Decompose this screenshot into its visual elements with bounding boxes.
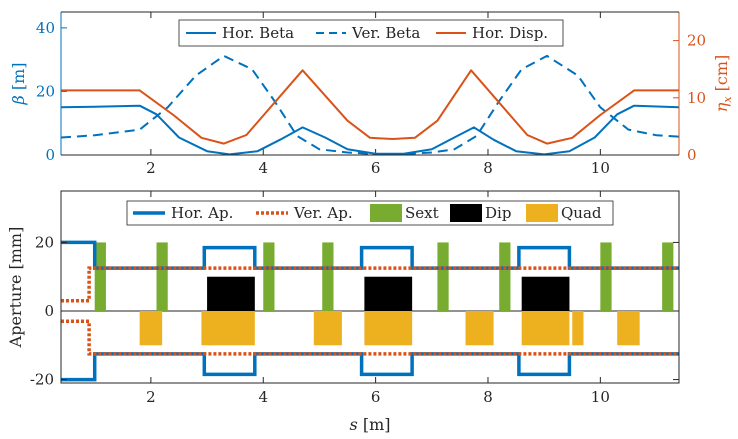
y-tick-label: 0 [44, 302, 54, 320]
top-panel: 2 4 6 8 10 0 20 40 0 10 20 β [m] ηx [cm] Hor. Beta Ver… [9, 11, 734, 177]
x-tick-label: 2 [146, 388, 156, 406]
legend-label: Hor. Ap. [171, 204, 233, 222]
x-tick-label: 8 [483, 159, 493, 177]
y-tick-label: 20 [35, 233, 54, 251]
series-group [61, 54, 679, 155]
ver-ap-line-lower [61, 319, 679, 356]
y-right-tick-label: 10 [687, 89, 706, 107]
sext-mark [94, 242, 106, 311]
quad-mark [313, 311, 342, 346]
quad-mark [139, 311, 163, 346]
series-hor-disp [61, 69, 679, 145]
dip-mark [207, 276, 255, 311]
sext-mark [499, 242, 511, 311]
y-right-tick-label: 20 [687, 32, 706, 50]
y-left-axis-label: β [m] [9, 63, 28, 106]
sext-mark [437, 242, 449, 311]
y-left-tick-label: 20 [36, 82, 55, 100]
dip-mark [521, 276, 570, 311]
legend: Hor. Ap. Ver. Ap. Sext Dip Quad [126, 200, 614, 226]
plot-area [61, 240, 679, 382]
quad-mark [521, 311, 570, 346]
legend-swatch [450, 204, 482, 222]
sext-mark [322, 242, 334, 311]
ver-ap-line-upper [61, 266, 679, 303]
quad-mark [572, 311, 584, 346]
x-tick-label: 6 [371, 388, 381, 406]
y-left-tick-label: 0 [45, 146, 55, 164]
y-right-axis-label: ηx [cm] [712, 55, 734, 113]
series-hor-beta [61, 104, 679, 155]
legend-label: Hor. Beta [222, 24, 294, 42]
sext-mark [662, 242, 674, 311]
x-axis-label: s [m] [350, 415, 391, 434]
y-left-tick-label: 40 [36, 19, 55, 37]
legend-label: Ver. Beta [351, 24, 420, 42]
y-axis-label: Aperture [mm] [6, 227, 25, 349]
quad-mark [364, 311, 413, 346]
x-tick-label: 2 [146, 159, 156, 177]
legend-swatch [370, 204, 402, 222]
sext-mark [156, 242, 168, 311]
hor-ap-line-upper [61, 240, 679, 270]
legend-label: Quad [561, 204, 602, 222]
dip-mark [364, 276, 413, 311]
x-tick-label: 10 [591, 388, 610, 406]
series-ver-beta [61, 54, 679, 155]
legend-box [178, 19, 564, 47]
x-tick-label: 8 [483, 388, 493, 406]
quad-mark [207, 311, 255, 346]
y-tick-label: -20 [30, 371, 54, 389]
legend-label: Ver. Ap. [293, 204, 353, 222]
x-tick-label: 4 [258, 388, 268, 406]
hor-ap-line-lower [61, 352, 679, 382]
x-tick-label: 10 [591, 159, 610, 177]
quad-mark [617, 311, 640, 346]
x-tick-label: 6 [371, 159, 381, 177]
sext-mark [600, 242, 612, 311]
legend-label: Hor. Disp. [472, 24, 548, 42]
x-tick-label: 4 [258, 159, 268, 177]
axes-box [60, 190, 680, 384]
quad-mark [465, 311, 494, 346]
legend-label: Dip [485, 204, 511, 222]
legend-label: Sext [405, 204, 439, 222]
legend-swatch [526, 204, 558, 222]
y-right-tick-label: 0 [687, 146, 697, 164]
bottom-panel: 2 4 6 8 10 -20 0 20 s [m] Aperture [mm] Hor. Ap. Ve… [6, 190, 680, 434]
legend: Hor. Beta Ver. Beta Hor. Disp. [178, 19, 564, 47]
sext-mark [263, 242, 275, 311]
